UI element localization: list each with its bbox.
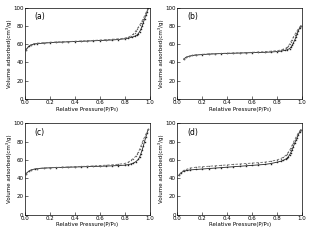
X-axis label: Relative Pressure(P/P₀): Relative Pressure(P/P₀) <box>56 107 118 112</box>
Y-axis label: Volume adsorbed(cm³/g): Volume adsorbed(cm³/g) <box>6 19 12 88</box>
X-axis label: Relative Pressure(P/P₀): Relative Pressure(P/P₀) <box>209 223 271 227</box>
Y-axis label: Volume adsorbed(cm³/g): Volume adsorbed(cm³/g) <box>158 135 164 203</box>
Y-axis label: Volume adsorbed(cm³/g): Volume adsorbed(cm³/g) <box>6 135 12 203</box>
X-axis label: Relative Pressure(P/P₀): Relative Pressure(P/P₀) <box>56 223 118 227</box>
Text: (a): (a) <box>35 12 46 21</box>
Text: (c): (c) <box>35 128 45 137</box>
Text: (d): (d) <box>187 128 198 137</box>
X-axis label: Relative Pressure(P/P₀): Relative Pressure(P/P₀) <box>209 107 271 112</box>
Y-axis label: Volume adsorbed(cm³/g): Volume adsorbed(cm³/g) <box>158 19 164 88</box>
Text: (b): (b) <box>187 12 198 21</box>
